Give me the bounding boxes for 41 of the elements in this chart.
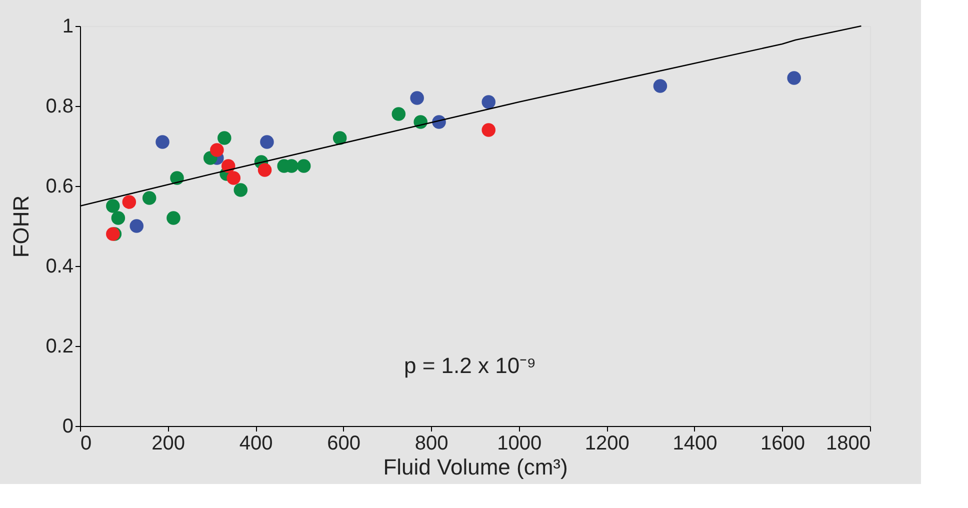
y-axis-title: FOHR xyxy=(8,195,34,258)
x-tick-label: 1200 xyxy=(584,432,630,454)
x-tick-label: 1600 xyxy=(760,432,805,454)
point xyxy=(410,91,424,105)
x-axis-title: Fluid Volume (cm³) xyxy=(383,454,568,480)
point xyxy=(142,191,156,205)
x-tick-label: 200 xyxy=(152,432,185,454)
y-tick-label: 0.6 xyxy=(46,176,74,198)
point xyxy=(482,95,496,109)
point xyxy=(166,211,180,225)
point xyxy=(130,219,144,233)
point xyxy=(122,195,136,209)
annotation: p = 1.2 x 10⁻⁹ xyxy=(404,353,536,378)
point xyxy=(170,171,184,185)
point xyxy=(111,211,126,225)
y-tick-label: 0.4 xyxy=(46,256,74,278)
point xyxy=(260,135,274,149)
x-tick-label: 1400 xyxy=(672,432,718,454)
y-tick-label: 0 xyxy=(62,416,74,438)
point xyxy=(296,159,311,173)
x-tick-label: 600 xyxy=(327,432,361,454)
x-tick-label: 0 xyxy=(80,432,92,454)
point xyxy=(156,135,170,149)
point xyxy=(332,131,347,145)
point xyxy=(226,171,241,185)
y-tick-label: 0.2 xyxy=(46,336,74,358)
point xyxy=(258,163,272,177)
point xyxy=(234,183,248,197)
x-tick-label: 1800 xyxy=(826,432,870,454)
point xyxy=(392,107,406,121)
point xyxy=(210,143,224,157)
point xyxy=(787,71,801,85)
x-tick-label: 1000 xyxy=(497,432,542,454)
x-tick-label: 400 xyxy=(239,432,273,454)
point xyxy=(106,199,120,213)
point xyxy=(653,79,668,93)
y-tick-label: 1 xyxy=(62,16,74,38)
point xyxy=(218,131,232,145)
y-tick-label: 0.8 xyxy=(46,96,74,118)
point xyxy=(482,123,496,137)
x-tick-label: 800 xyxy=(414,432,448,454)
